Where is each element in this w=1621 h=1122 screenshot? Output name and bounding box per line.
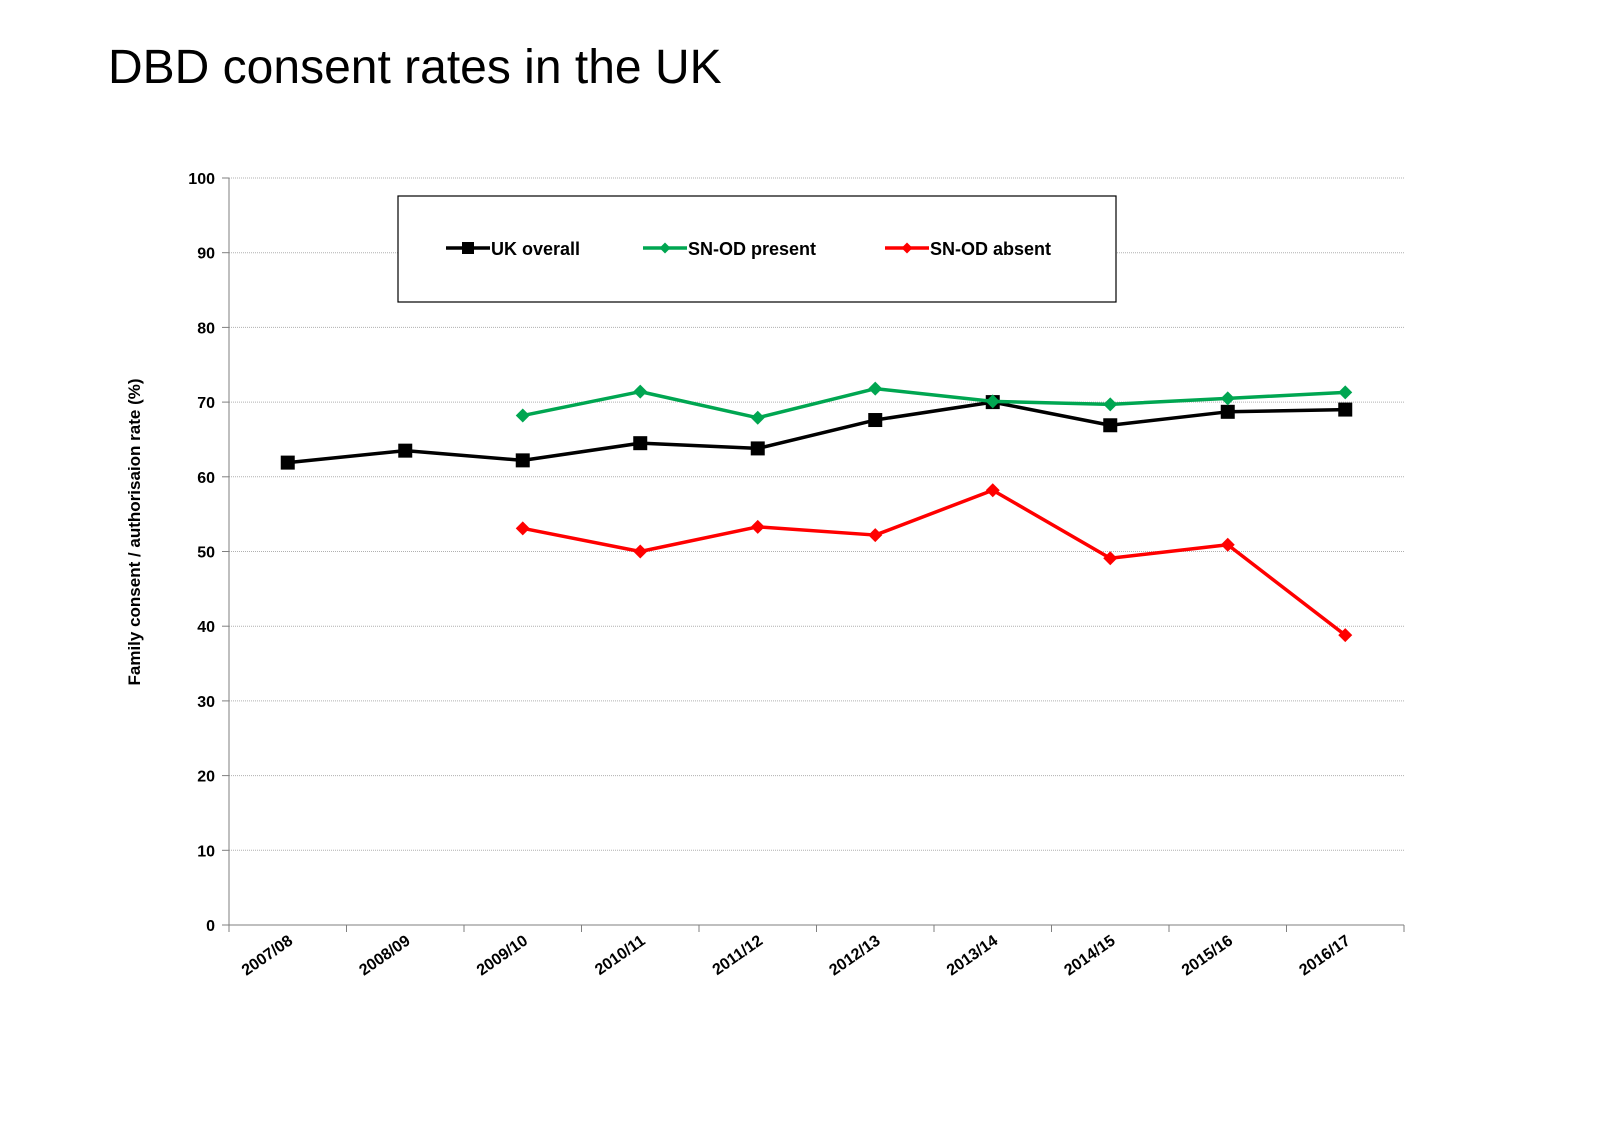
legend-entry: SN-OD absent: [885, 239, 1051, 259]
x-tick-label: 2012/13: [826, 932, 883, 979]
y-tick-label: 60: [197, 470, 215, 487]
data-point: [750, 441, 765, 456]
data-point: [1338, 385, 1353, 400]
page-title: DBD consent rates in the UK: [108, 41, 722, 94]
y-tick-label: 70: [197, 395, 215, 412]
legend-box: [397, 195, 1117, 303]
data-point: [868, 413, 883, 428]
y-axis-ticks: 0 10 20 30 40 50 60 70 80 90 100: [188, 171, 215, 935]
y-tick-label: 30: [197, 694, 215, 711]
legend-marker: [901, 242, 913, 254]
x-tick-label: 2011/12: [710, 932, 766, 979]
data-point: [633, 544, 648, 559]
y-tick-label: 90: [197, 246, 215, 263]
series-uk-overall: [280, 395, 1353, 470]
legend-label: SN-OD absent: [930, 239, 1051, 259]
data-point: [1338, 402, 1353, 417]
y-tick-label: 20: [197, 769, 215, 786]
legend-label: SN-OD present: [688, 239, 816, 259]
legend-marker: [462, 242, 474, 254]
data-point: [1103, 418, 1118, 433]
data-point: [750, 519, 765, 534]
x-tick-label: 2008/09: [356, 932, 413, 979]
y-tick-label: 80: [197, 320, 215, 337]
data-point: [515, 453, 530, 468]
y-tick-label: 50: [197, 545, 215, 562]
data-point: [1103, 397, 1118, 412]
x-tick-label: 2014/15: [1061, 932, 1118, 979]
data-point: [985, 394, 1000, 409]
x-tick-label: 2010/11: [592, 932, 648, 979]
legend-entry: UK overall: [446, 239, 580, 259]
data-point: [868, 381, 883, 396]
series-sn-od-absent: [515, 483, 1353, 643]
data-point: [1220, 391, 1235, 406]
data-point: [868, 528, 883, 543]
data-point: [1338, 628, 1353, 643]
x-tick-label: 2007/08: [239, 932, 296, 979]
x-tick-label: 2016/17: [1296, 932, 1353, 979]
axes: [222, 177, 1405, 932]
y-axis-title: Family consent / authorisaion rate (%): [125, 378, 144, 685]
series-line: [522, 386, 1346, 420]
data-point: [515, 408, 530, 423]
legend-label: UK overall: [491, 239, 580, 259]
series-line: [287, 400, 1346, 465]
x-axis-ticks: 2007/08 2008/09 2009/10 2010/11 2011/12 2012/…: [239, 932, 1354, 979]
y-tick-label: 0: [206, 918, 215, 935]
legend-marker: [659, 242, 671, 254]
y-tick-label: 10: [197, 843, 215, 860]
x-tick-label: 2015/16: [1179, 932, 1236, 979]
data-point: [280, 455, 295, 470]
data-point: [515, 521, 530, 536]
y-tick-label: 100: [188, 171, 215, 188]
data-point: [633, 436, 648, 451]
data-point: [750, 410, 765, 425]
data-point: [1220, 537, 1235, 552]
data-point: [633, 384, 648, 399]
legend-entry: SN-OD present: [643, 239, 816, 259]
series-sn-od-present: [515, 381, 1353, 425]
legend: UK overall SN-OD present SN-OD absent: [397, 195, 1117, 303]
data-point: [985, 483, 1000, 498]
series-group: [280, 381, 1353, 643]
x-tick-label: 2013/14: [944, 932, 1001, 979]
data-point: [1220, 404, 1235, 419]
y-tick-label: 40: [197, 619, 215, 636]
series-line: [522, 488, 1347, 637]
data-point: [1103, 551, 1118, 566]
x-tick-label: 2009/10: [474, 932, 531, 979]
data-point: [398, 443, 413, 458]
